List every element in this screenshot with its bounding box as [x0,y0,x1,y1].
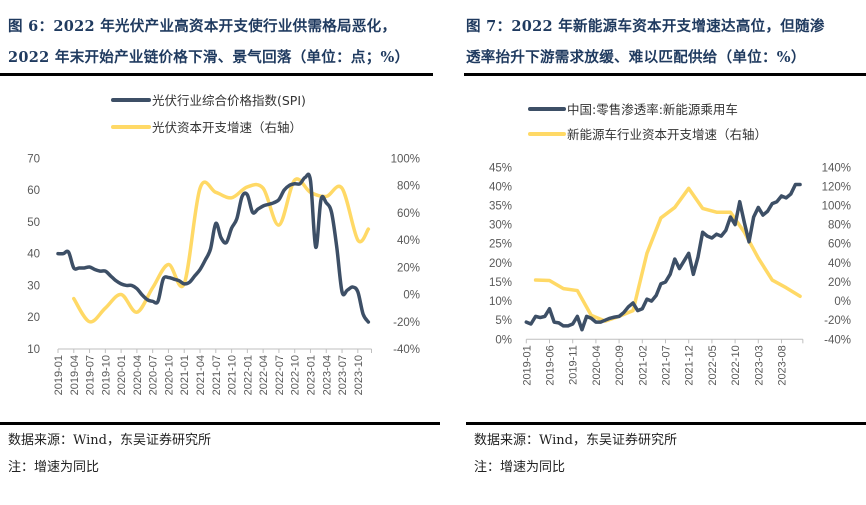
y-right-tick-label: 140% [822,162,851,174]
y-left-tick-label: 40% [489,181,512,193]
y-left-tick-label: 10% [489,296,512,308]
x-tick-label: 2019-06 [545,345,557,385]
bottom-divider [0,422,440,425]
legend-label: 新能源车行业资本开支增速（右轴） [567,127,767,142]
top-divider [464,73,866,76]
x-tick-label: 2021-07 [661,345,673,385]
y-left-tick-label: 10 [27,344,40,356]
y-right-tick-label: -20% [824,315,851,327]
x-tick-label: 2022-10 [730,345,742,385]
y-right-tick-label: 100% [822,201,851,213]
x-tick-label: 2023-08 [777,345,789,385]
y-right-tick-label: 20% [828,277,851,289]
y-left-tick-label: 35% [489,201,512,213]
y-left-tick-label: 70 [27,153,40,165]
x-tick-label: 2019-07 [85,355,97,395]
y-left-tick-label: 30% [489,220,512,232]
x-tick-label: 2020-09 [614,345,626,385]
x-tick-label: 2020-10 [163,355,175,395]
y-right-tick-label: 0% [834,296,851,308]
y-right-tick-label: 60% [828,239,851,251]
x-tick-label: 2019-10 [100,355,112,395]
y-right-tick-label: -40% [824,334,851,346]
y-right-tick-label: 80% [397,181,420,193]
y-right-tick-label: 40% [397,235,420,247]
x-tick-label: 2020-07 [148,355,160,395]
y-left-tick-label: 40 [27,249,40,261]
legend-label: 光伏行业综合价格指数(SPI) [152,93,306,108]
y-left-tick-label: 15% [489,277,512,289]
left-figure-panel: 图 6：2022 年光伏产业高资本开支使行业供需格局恶化， 2022 年末开始产… [0,18,440,475]
y-right-tick-label: 120% [822,181,851,193]
y-right-tick-label: 40% [828,258,851,270]
x-tick-label: 2021-12 [684,345,696,385]
series-line-growth [533,186,802,323]
chart-1: 70 60 50 40 30 20 10 100% 80% 60% 40% 20% 0% -20% -40%… [27,93,420,395]
x-tick-label: 2019-01 [521,345,533,385]
x-tick-label: 2022-10 [290,355,302,395]
y-right-tick-label: 20% [397,262,420,274]
x-tick-label: 2022-05 [707,345,719,385]
legend-label: 光伏资本开支增速（右轴） [152,120,302,135]
y-right-tick-label: 80% [828,220,851,232]
bottom-divider [466,422,866,425]
source-note: 数据来源：Wind，东吴证券研究所 [8,433,211,448]
chart-2: 45% 40% 35% 30% 25% 20% 15% 10% 5% 0% 140% 120% 100%… [489,102,851,386]
right-figure-panel: 图 7：2022 年新能源车资本开支增速达高位，但随渗 透率抬升下游需求放缓、难… [446,0,866,505]
x-tick-label: 2020-04 [591,345,603,385]
x-tick-label: 2021-02 [637,345,649,385]
x-tick-label: 2021-04 [195,355,207,395]
growth-note: 注：增速为同比 [474,460,566,475]
x-tick-label: 2022-04 [258,355,270,395]
x-tick-label: 2019-04 [69,355,81,395]
y-right-tick-label: 60% [397,208,420,220]
x-tick-label: 2020-04 [132,355,144,395]
x-tick-label: 2021-01 [179,355,191,395]
y-left-tick-label: 20 [27,312,40,324]
figure-6-title-line1: 图 6：2022 年光伏产业高资本开支使行业供需格局恶化， [8,18,397,35]
y-left-tick-label: 0% [495,334,512,346]
y-left-tick-label: 60 [27,185,40,197]
y-left-tick-label: 45% [489,162,512,174]
y-left-tick-label: 20% [489,258,512,270]
source-note: 数据来源：Wind，东吴证券研究所 [474,433,677,448]
figure-7-title-line2: 透率抬升下游需求放缓、难以匹配供给（单位：%） [466,49,806,66]
y-left-tick-label: 5% [495,315,512,327]
x-tick-label: 2023-07 [337,355,349,395]
x-tick-label: 2023-03 [753,345,765,385]
top-divider [0,73,433,76]
y-right-tick-label: -20% [393,317,420,329]
x-tick-label: 2021-07 [211,355,223,395]
x-tick-label: 2022-07 [274,355,286,395]
y-right-tick-label: 0% [403,290,420,302]
x-tick-label: 2019-01 [53,355,65,395]
x-tick-label: 2022-01 [242,355,254,395]
growth-note: 注：增速为同比 [8,460,100,475]
x-tick-label: 2021-10 [227,355,239,395]
figure-7-title-line1: 图 7：2022 年新能源车资本开支增速达高位，但随渗 [466,18,825,35]
legend-label: 中国:零售渗透率:新能源乘用车 [567,102,738,117]
y-left-tick-label: 50 [27,217,40,229]
x-tick-label: 2023-10 [353,355,365,395]
series-line-index [524,182,802,332]
x-tick-label: 2023-04 [321,355,333,395]
x-tick-label: 2020-01 [116,355,128,395]
x-tick-label: 2023-01 [305,355,317,395]
figure-6-title-line2: 2022 年末开始产业链价格下滑、景气回落（单位：点；%） [8,49,410,66]
series-line-index [56,172,371,324]
y-left-tick-label: 30 [27,280,40,292]
x-tick-label: 2019-11 [568,345,580,385]
y-right-tick-label: -40% [393,344,420,356]
y-right-tick-label: 100% [391,153,420,165]
y-left-tick-label: 25% [489,239,512,251]
